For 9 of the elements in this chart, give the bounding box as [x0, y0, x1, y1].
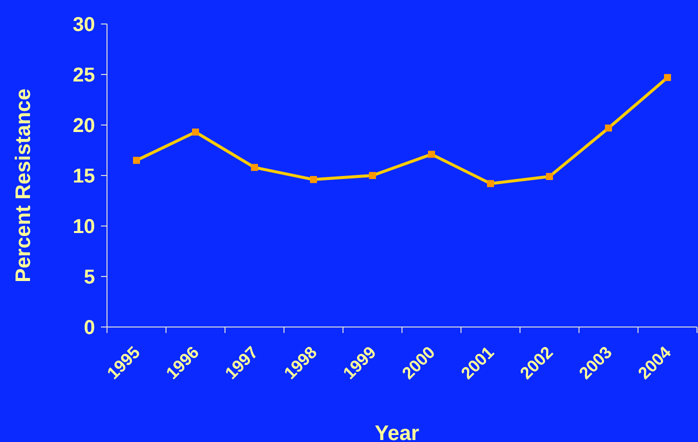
- y-tick-label: 15: [72, 166, 95, 188]
- y-tick-label: 20: [72, 115, 95, 137]
- y-axis-title: Percent Resistance: [12, 88, 35, 282]
- y-tick-label: 0: [84, 317, 95, 339]
- y-tick-label: 25: [72, 64, 95, 86]
- y-tick-label: 30: [72, 14, 95, 36]
- y-tick-label: 5: [84, 266, 95, 288]
- x-axis-title: Year: [374, 422, 420, 442]
- y-tick-label: 10: [72, 216, 95, 238]
